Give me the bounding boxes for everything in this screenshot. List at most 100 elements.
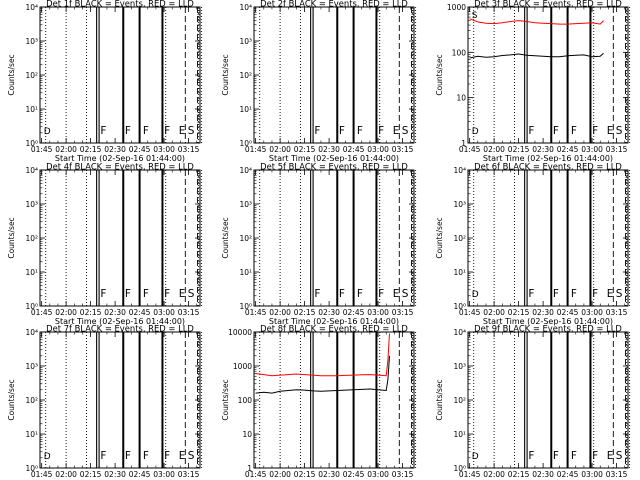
y-tick-label: 10² [25, 396, 38, 405]
x-axis-label: Start Time (02-Sep-16 01:44:00) [269, 317, 399, 326]
x-tick-label: 01:45 [245, 308, 267, 317]
x-tick-label: 01:45 [31, 145, 53, 154]
annotation-letter: F [528, 288, 534, 300]
x-tick-label: 03:00 [153, 470, 175, 479]
x-axis-label: Start Time (02-Sep-16 01:44:00) [483, 154, 613, 163]
annotation-letter: F [571, 125, 577, 137]
annotation-letter: F [143, 288, 149, 300]
x-tick-label: 02:00 [55, 145, 77, 154]
annotation-letter: E [607, 125, 614, 137]
annotation-letter: F [314, 125, 320, 137]
y-tick-label: 10² [453, 234, 466, 243]
y-tick-label: 10³ [25, 362, 38, 371]
x-tick-label: 02:15 [80, 145, 102, 154]
y-tick-label: 10¹ [453, 430, 466, 439]
x-tick-label: 02:45 [129, 145, 151, 154]
series-line [255, 333, 390, 377]
x-tick-label: 03:00 [581, 308, 603, 317]
annotation-letter: D [472, 127, 479, 137]
panel-8: Det 8f BLACK = Events, RED = LLD 1 10 100 10… [221, 324, 417, 480]
annotation-letter: D [44, 127, 51, 137]
y-tick-label: 10⁰ [25, 139, 38, 148]
annotation-letter: F [592, 125, 598, 137]
y-tick-label: 10⁴ [25, 166, 38, 175]
y-tick-label: 10² [239, 71, 252, 80]
annotation-letter: D [44, 452, 51, 462]
y-tick-label: 10³ [25, 200, 38, 209]
y-tick-label: 10³ [25, 37, 38, 46]
x-tick-label: 03:00 [153, 308, 175, 317]
plot-frame [39, 331, 201, 469]
x-tick-label: 01:45 [31, 470, 53, 479]
x-tick-label: 03:00 [367, 308, 389, 317]
annotation-letter: E [393, 288, 400, 300]
y-tick-label: 10¹ [239, 268, 252, 277]
y-tick-label: 100 [238, 396, 253, 405]
y-axis-label: Counts/sec [7, 379, 16, 420]
x-tick-label: 02:15 [294, 145, 316, 154]
y-axis-label: Counts/sec [221, 217, 230, 258]
annotation-letter: F [357, 288, 363, 300]
annotation-letter: S [616, 125, 623, 137]
annotation-letter: F [528, 125, 534, 137]
annotation-letter: F [378, 125, 384, 137]
y-tick-label: 10¹ [239, 105, 252, 114]
annotation-letter: F [125, 125, 131, 137]
x-tick-label: 02:00 [483, 470, 505, 479]
y-tick-label: 1 [247, 464, 252, 473]
y-axis-label: Counts/sec [221, 379, 230, 420]
x-tick-label: 02:00 [55, 308, 77, 317]
x-tick-label: 02:15 [294, 470, 316, 479]
x-tick-label: 03:15 [606, 145, 628, 154]
annotation-letter: D [472, 290, 479, 300]
annotation-letter: F [100, 450, 106, 462]
y-tick-label: 10² [453, 396, 466, 405]
annotation-letter: F [164, 125, 170, 137]
annotation-letter: S [188, 288, 195, 300]
x-tick-label: 02:15 [508, 470, 530, 479]
annotation-letter: D [472, 452, 479, 462]
x-tick-label: 02:30 [104, 470, 126, 479]
annotation-letter: F [592, 450, 598, 462]
plot-frame [39, 6, 201, 144]
annotation-letter: F [143, 125, 149, 137]
annotation-letter: F [339, 125, 345, 137]
y-axis-label: Counts/sec [221, 54, 230, 95]
x-tick-label: 03:15 [392, 470, 414, 479]
y-tick-label: 10 [242, 430, 252, 439]
x-tick-label: 02:30 [532, 308, 554, 317]
annotation-letter: S [402, 125, 409, 137]
y-tick-label: 10⁴ [25, 3, 38, 12]
y-tick-label: 10⁰ [25, 464, 38, 473]
y-tick-label: 10¹ [25, 268, 38, 277]
annotation-letter: S [402, 288, 409, 300]
x-tick-label: 03:15 [392, 308, 414, 317]
annotation-letter: S [616, 288, 623, 300]
y-tick-label: 10⁴ [239, 3, 252, 12]
annotation-letter: F [100, 125, 106, 137]
x-tick-label: 02:15 [508, 308, 530, 317]
y-tick-label: 10⁴ [25, 328, 38, 337]
annotation-letter: F [125, 450, 131, 462]
annotation-letter: E [607, 450, 614, 462]
x-tick-label: 01:45 [31, 308, 53, 317]
x-tick-label: 02:45 [343, 145, 365, 154]
x-tick-label: 03:15 [392, 145, 414, 154]
y-tick-label: 10² [25, 234, 38, 243]
x-tick-label: 02:00 [55, 470, 77, 479]
y-tick-label: 100 [452, 48, 467, 57]
x-tick-label: 02:00 [483, 145, 505, 154]
y-tick-label: 10⁰ [453, 464, 466, 473]
x-tick-label: 03:15 [178, 145, 200, 154]
x-tick-label: 02:00 [269, 470, 291, 479]
annotation-letter: F [553, 450, 559, 462]
plot-frame [467, 6, 629, 144]
annotation-letter: S [616, 450, 623, 462]
y-tick-label: 10 [456, 94, 466, 103]
y-tick-label: 10⁰ [239, 139, 252, 148]
y-tick-label: 10¹ [453, 268, 466, 277]
y-tick-label: 1000 [233, 362, 252, 371]
